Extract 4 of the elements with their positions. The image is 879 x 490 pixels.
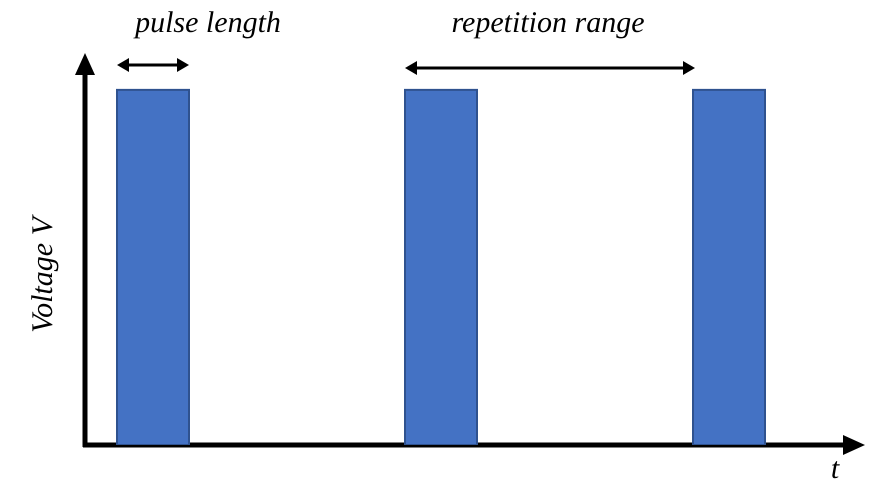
text: pulse length [133,6,281,39]
x-axis-title: t [830,452,840,485]
y-axis-title: Voltage V [26,213,59,333]
text: repetition range [451,6,645,39]
